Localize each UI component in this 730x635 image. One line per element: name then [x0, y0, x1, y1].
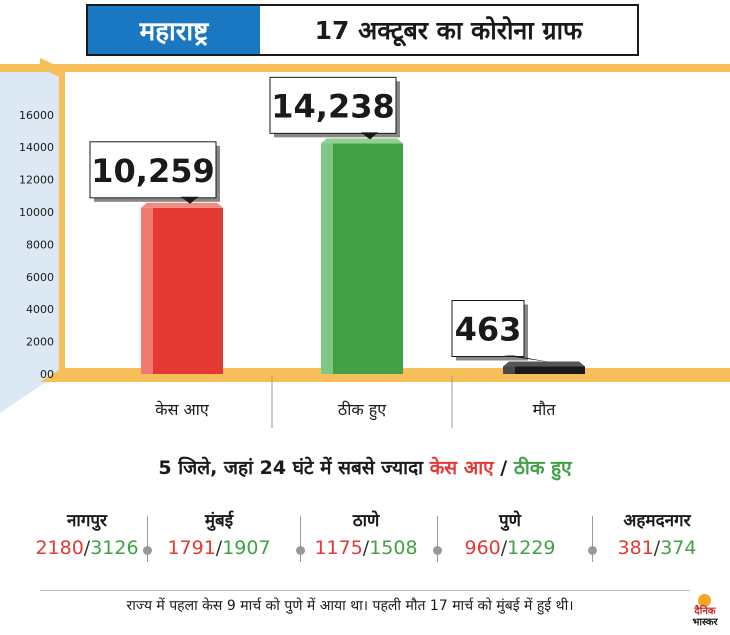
bar-top: [321, 138, 403, 144]
district-recovered: 3126: [90, 537, 139, 559]
value-callout: [269, 76, 397, 134]
y-tick-label: 10000: [19, 206, 54, 219]
value-separator: /: [653, 537, 661, 559]
bar-shade: [503, 366, 515, 374]
callout-pointer: [503, 355, 552, 363]
bar-top: [503, 361, 585, 367]
district-name: अहमदनगर: [623, 511, 691, 531]
value-separator: /: [500, 537, 508, 559]
y-tick-label: 16000: [19, 109, 54, 122]
region-label: महाराष्ट्र: [88, 6, 260, 54]
category-label: मौत: [533, 400, 557, 419]
district-recovered: 374: [660, 537, 697, 559]
chart-frame-corner: [40, 58, 62, 78]
y-tick-label: 12000: [19, 174, 54, 187]
districts-heading: 5 जिले, जहां 24 घंटे में सबसे ज्यादा केस…: [0, 454, 730, 480]
bar-value-label: 463: [455, 310, 522, 348]
category-strip: [62, 382, 730, 408]
chart-side-panel: [0, 68, 62, 413]
district-item-ahmednagar: अहमदनगर 381/374: [584, 508, 730, 562]
district-recovered: 1508: [369, 537, 418, 559]
dainik-bhaskar-logo: दैनिक भास्कर: [684, 594, 726, 632]
district-name: नागपुर: [66, 511, 108, 531]
bar: [141, 207, 223, 374]
district-item-mumbai: मुंबई 1791/1907: [146, 508, 292, 562]
district-item-thane: ठाणे 1175/1508: [293, 508, 439, 562]
district-recovered: 1907: [222, 537, 271, 559]
district-item-nagpur: नागपुर 2180/3126: [14, 508, 160, 562]
sun-icon: [698, 594, 711, 607]
bar-value-label: 14,238: [271, 87, 394, 125]
value-separator: /: [215, 537, 223, 559]
callout-pointer: [360, 132, 379, 140]
bar-group: 10,259 केस आए: [89, 141, 223, 419]
district-recovered: 1229: [507, 537, 556, 559]
bar-chart: 00 2000 4000 6000 8000 10000 12000 14000 16000 1…: [0, 58, 730, 428]
heading-cases: केस आए: [429, 457, 494, 479]
bar-shade: [141, 207, 153, 374]
district-separator: [296, 516, 306, 562]
logo-line2: भास्कर: [692, 617, 718, 628]
district-cases: 1791: [167, 537, 216, 559]
y-tick-label: 2000: [26, 336, 54, 349]
bar-top: [141, 202, 223, 208]
heading-prefix: 5 जिले, जहां 24 घंटे में सबसे ज्यादा: [158, 457, 430, 479]
district-item-pune: पुणे 960/1229: [437, 508, 583, 562]
bar: [321, 143, 403, 374]
y-tick-label: 00: [40, 368, 54, 381]
district-name: ठाणे: [352, 511, 380, 531]
district-separator: [588, 516, 598, 562]
district-cases: 1175: [314, 537, 363, 559]
bar-value-label: 10,259: [91, 152, 214, 190]
value-callout: [89, 141, 217, 199]
bar-group: 14,238 ठीक हुए: [269, 76, 403, 421]
bar-group: 463 मौत: [451, 299, 585, 419]
district-cases: 2180: [35, 537, 84, 559]
value-callout: [451, 299, 525, 357]
district-separator: [143, 516, 153, 562]
bar-shade: [321, 143, 333, 374]
district-name: पुणे: [499, 511, 521, 531]
heading-recovered: ठीक हुए: [513, 457, 572, 479]
district-list: नागपुर 2180/3126 मुंबई 1791/1907 ठाणे 11…: [0, 508, 730, 568]
bar: [503, 366, 585, 374]
district-cases: 960: [464, 537, 501, 559]
footer-note: राज्य में पहला केस 9 मार्च को पुणे में आ…: [126, 598, 574, 614]
y-tick-label: 8000: [26, 238, 54, 251]
category-label: ठीक हुए: [338, 400, 387, 421]
value-separator: /: [83, 537, 91, 559]
value-separator: /: [362, 537, 370, 559]
district-cases: 381: [617, 537, 654, 559]
district-name: मुंबई: [204, 511, 234, 531]
chart-top-rule: [0, 64, 730, 72]
callout-pointer: [180, 196, 199, 204]
chart-title: 17 अक्टूबर का कोरोना ग्राफ: [314, 16, 583, 45]
y-tick-label: 6000: [26, 271, 54, 284]
district-separator: [433, 516, 443, 562]
y-tick-label: 14000: [19, 141, 54, 154]
footer-divider: [40, 590, 690, 591]
logo-line1: दैनिक: [694, 606, 716, 617]
header-title-box: महाराष्ट्र 17 अक्टूबर का कोरोना ग्राफ: [86, 4, 639, 56]
y-tick-label: 4000: [26, 303, 54, 316]
category-label: केस आए: [155, 400, 210, 419]
heading-slash: /: [493, 457, 514, 479]
